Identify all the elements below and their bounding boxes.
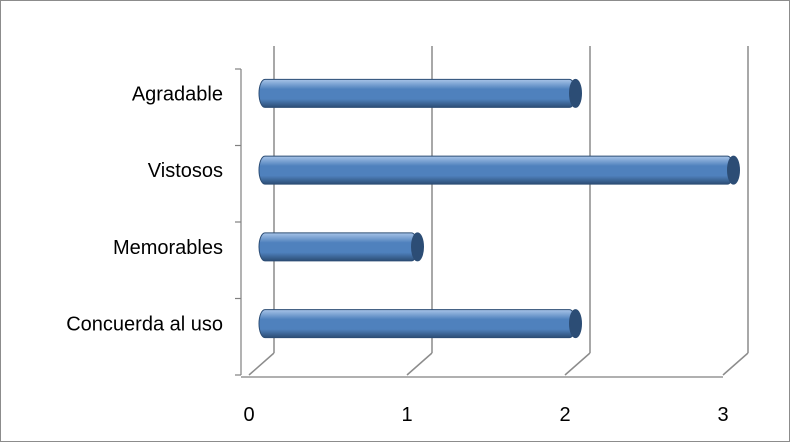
bar-cap-1 (411, 232, 424, 262)
bar-cap-3 (569, 78, 582, 108)
gridline-floor-1 (406, 352, 433, 376)
gridline-floor-2 (564, 352, 591, 376)
bar-0 (258, 309, 576, 339)
category-label-0: Concuerda al uso (66, 314, 223, 336)
x-tick-label-1: 1 (401, 404, 412, 426)
axes (235, 68, 723, 378)
x-tick-label-0: 0 (243, 404, 254, 426)
x-tick-label-2: 2 (559, 404, 570, 426)
x-tick-label-3: 3 (717, 404, 728, 426)
category-label-2: Vistosos (148, 160, 223, 182)
bar-2 (258, 155, 734, 185)
bar-1 (258, 232, 418, 262)
bar-cap-2 (727, 155, 740, 185)
bar-cap-0 (569, 309, 582, 339)
category-label-1: Memorables (113, 237, 223, 259)
gridline-floor-0 (248, 352, 275, 376)
bars (258, 78, 740, 339)
category-label-3: Agradable (132, 83, 223, 105)
bar-3 (258, 78, 576, 108)
labels: 0 1 2 3 Concuerda al uso Memorables Vistosos Ag… (66, 83, 728, 426)
gridline-floor-3 (722, 352, 749, 376)
